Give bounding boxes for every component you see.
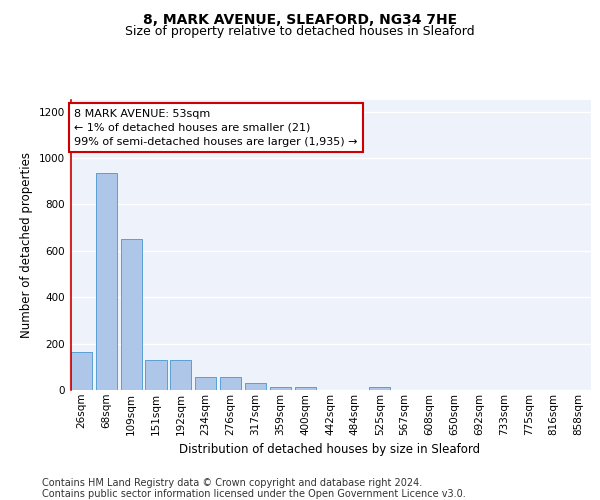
Text: 8, MARK AVENUE, SLEAFORD, NG34 7HE: 8, MARK AVENUE, SLEAFORD, NG34 7HE [143,12,457,26]
Bar [96,173,117,390]
Text: Contains public sector information licensed under the Open Government Licence v3: Contains public sector information licen… [42,489,466,499]
Y-axis label: Number of detached properties: Number of detached properties [20,152,33,338]
Text: Size of property relative to detached houses in Sleaford: Size of property relative to detached ho… [125,25,475,38]
Bar [71,352,92,390]
Bar [245,383,266,390]
Bar [295,387,316,390]
Bar [145,360,167,390]
Bar [270,387,291,390]
Bar [369,386,390,390]
Bar [121,239,142,390]
Bar [220,377,241,390]
X-axis label: Distribution of detached houses by size in Sleaford: Distribution of detached houses by size … [179,443,481,456]
Bar [170,360,191,390]
Bar [195,377,216,390]
Text: Contains HM Land Registry data © Crown copyright and database right 2024.: Contains HM Land Registry data © Crown c… [42,478,422,488]
Text: 8 MARK AVENUE: 53sqm
← 1% of detached houses are smaller (21)
99% of semi-detach: 8 MARK AVENUE: 53sqm ← 1% of detached ho… [74,108,358,146]
